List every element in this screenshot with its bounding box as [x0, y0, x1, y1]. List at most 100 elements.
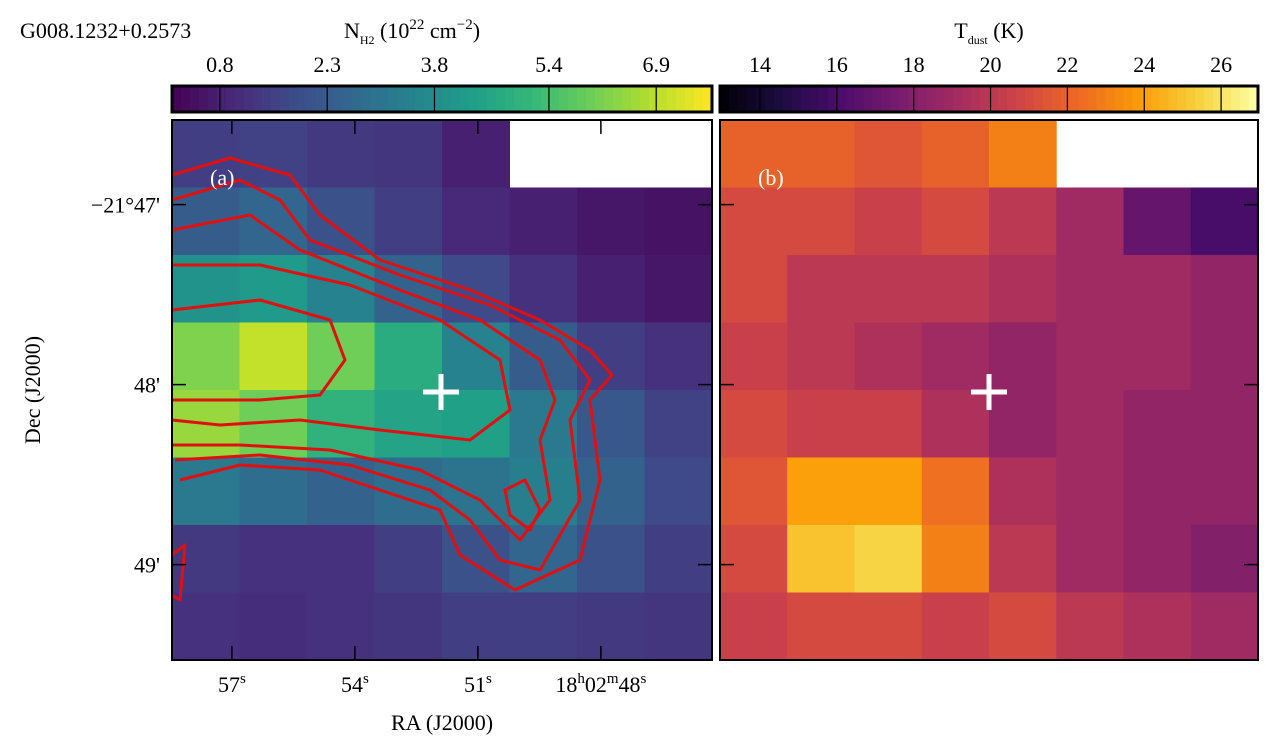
colorbar-segment [442, 86, 452, 112]
colorbar-label-part: dust [968, 33, 989, 47]
colorbar-segment [640, 86, 650, 112]
colorbar-segment [370, 86, 380, 112]
cell [509, 187, 578, 256]
colorbar-segment [361, 86, 371, 112]
cell [1123, 255, 1192, 323]
cell [921, 390, 990, 458]
x-tick-label-part: m [607, 671, 619, 687]
panel-frame [171, 119, 713, 661]
colorbar-segment [1159, 86, 1169, 112]
x-tick-label-part: h [577, 671, 585, 687]
colorbar-label-part: (K) [988, 18, 1024, 43]
colorbar-segment [190, 86, 200, 112]
cell [854, 187, 923, 256]
colorbar-segment [773, 86, 784, 112]
colorbar-segment [1177, 86, 1187, 112]
colorbar-segment [199, 86, 209, 112]
x-tick-label: 51s [464, 671, 492, 697]
colorbar-segment [478, 86, 488, 112]
colorbar-segment [685, 86, 695, 112]
colorbar-segment [451, 86, 461, 112]
cell [172, 187, 240, 256]
cell [854, 592, 923, 661]
colorbar-tick-label: 26 [1210, 52, 1232, 77]
colorbar-segment [1105, 86, 1116, 112]
colorbar-segment [208, 86, 218, 112]
colorbar-segment [460, 86, 470, 112]
cell [720, 187, 788, 256]
cell [644, 390, 713, 458]
cell [854, 457, 923, 526]
cell [921, 322, 990, 391]
cell [442, 120, 510, 188]
colorbar-segment [172, 86, 182, 112]
cell [577, 592, 645, 661]
colorbar-segment [1132, 86, 1143, 112]
x-tick-label: 18h02m48s [555, 671, 646, 697]
colorbar-segment [1213, 86, 1223, 112]
colorbar-frame [718, 84, 1260, 114]
colorbar-segment [926, 86, 936, 112]
colorbar-segment [1123, 86, 1134, 112]
colorbar-segment [962, 86, 972, 112]
x-tick-label-part: 48 [619, 672, 641, 697]
colorbar-segment [989, 86, 999, 112]
colorbar-tick-label: 20 [980, 52, 1002, 77]
colorbar-segment [836, 86, 847, 112]
colorbar-segment [631, 86, 641, 112]
colorbar-tick-label: 16 [826, 52, 848, 77]
panel-frame [719, 119, 1259, 661]
colorbar-segment [1150, 86, 1160, 112]
colorbar-frame [170, 84, 714, 114]
cell [239, 322, 308, 391]
cell [307, 120, 375, 188]
colorbar-segment [854, 86, 865, 112]
colorbar-label-part: T [954, 18, 968, 43]
cell [720, 120, 788, 188]
colorbar-segment [827, 86, 838, 112]
cell [374, 120, 443, 188]
cell [787, 187, 855, 256]
colorbar-tick-label: 5.4 [535, 52, 563, 77]
colorbar-label-part: ) [473, 18, 480, 43]
cell [644, 255, 713, 323]
colorbar-segment [262, 86, 272, 112]
cell [577, 525, 645, 593]
colorbar-segment [1168, 86, 1178, 112]
colorbar-segment [568, 86, 578, 112]
cell [307, 592, 375, 661]
cell [1056, 187, 1124, 256]
cell [921, 592, 990, 661]
cell [787, 255, 855, 323]
colorbar-segment [424, 86, 434, 112]
contours [171, 156, 614, 602]
x-tick-label-part: 02 [585, 672, 607, 697]
cell [442, 592, 510, 661]
x-tick-label-part: s [486, 671, 492, 687]
cell [307, 525, 375, 593]
colorbar-segment [1186, 86, 1196, 112]
colorbar-segment [469, 86, 479, 112]
colorbar-segment [728, 86, 739, 112]
contour [171, 543, 187, 602]
colorbar-tick-label: 0.8 [206, 52, 234, 77]
contour [171, 156, 614, 592]
colorbar-segment [703, 86, 713, 112]
cell [509, 322, 578, 391]
cell [374, 390, 443, 458]
colorbar-segment [532, 86, 542, 112]
cell [172, 120, 240, 188]
colorbar-segment [899, 86, 909, 112]
cell [787, 322, 855, 391]
colorbar-segment [944, 86, 954, 112]
cell [787, 592, 855, 661]
cell [989, 255, 1057, 323]
colorbar-segment [980, 86, 990, 112]
cell [1190, 457, 1259, 526]
colorbar-segment [604, 86, 614, 112]
contour [171, 178, 592, 572]
colorbar-segment [971, 86, 981, 112]
colorbar-segment [1240, 86, 1250, 112]
y-tick-label: 49' [134, 553, 160, 578]
cell [1190, 322, 1259, 391]
